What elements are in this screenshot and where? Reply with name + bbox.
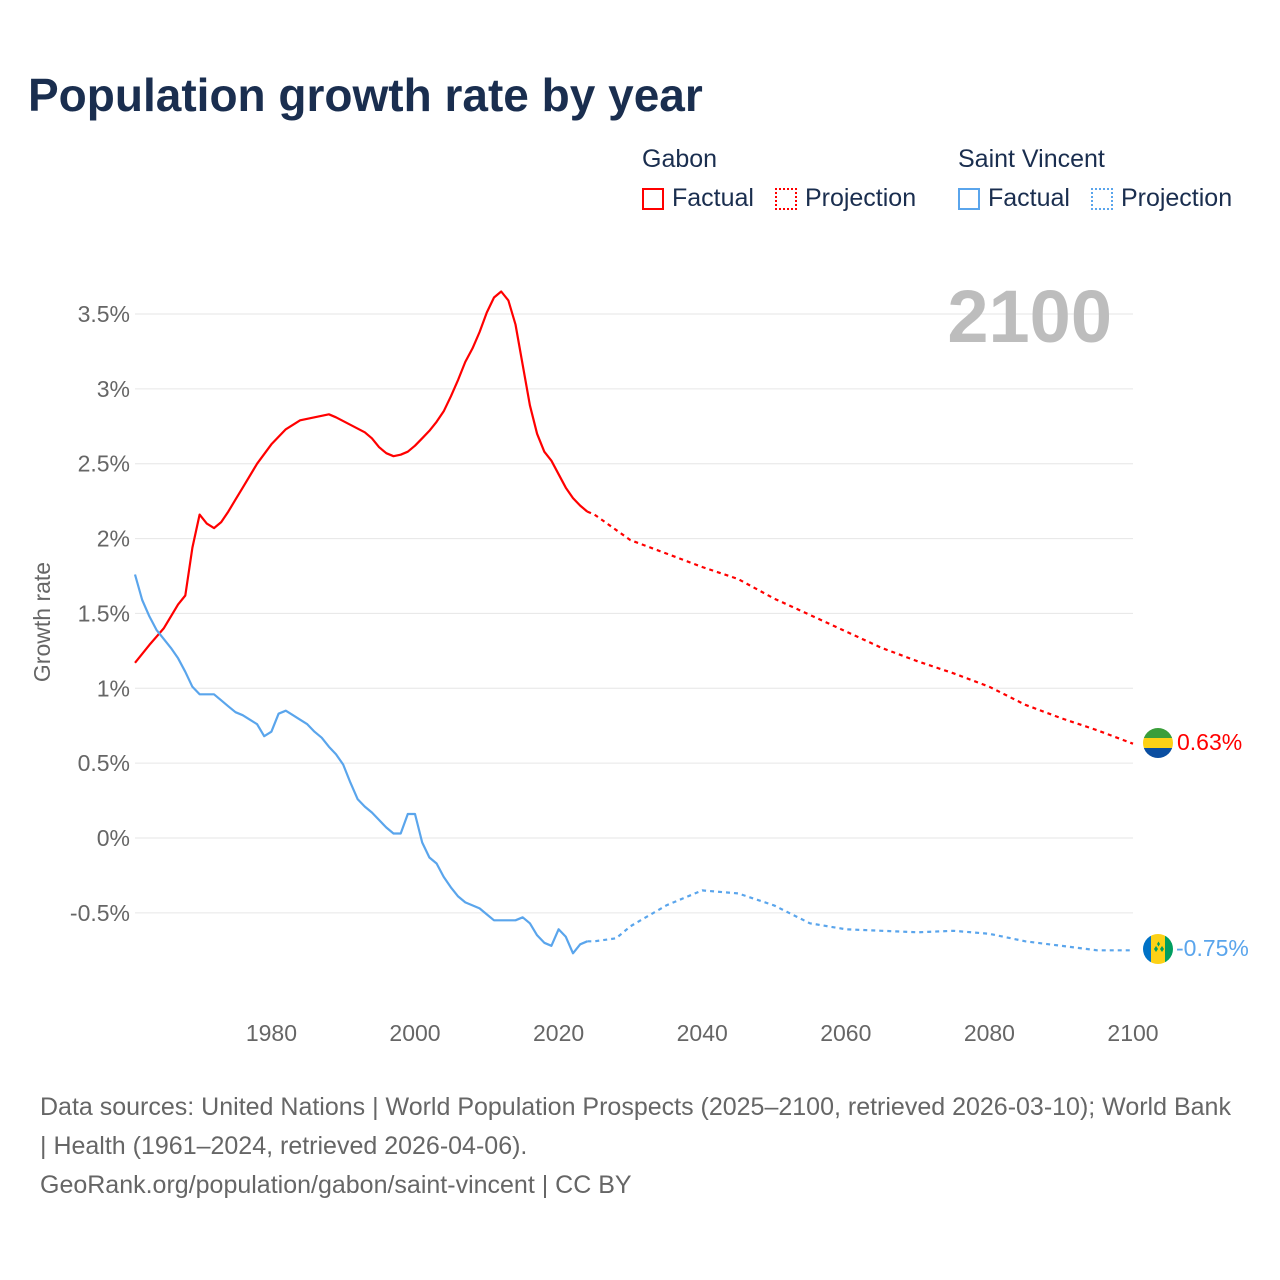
y-tick-label: 2.5%: [78, 451, 130, 477]
y-axis-label: Growth rate: [29, 562, 55, 682]
x-tick-label: 2060: [820, 1020, 871, 1046]
data-sources: Data sources: United Nations | World Pop…: [40, 1093, 1231, 1160]
x-tick-label: 1980: [246, 1020, 297, 1046]
x-tick-label: 2040: [677, 1020, 728, 1046]
legend-label: Projection: [1120, 184, 1233, 212]
legend-gabon: Gabon Factual Projection: [642, 145, 930, 217]
saint-vincent-end-label: -0.75%: [1176, 935, 1249, 961]
series-line-saint-vincent-factual: [133, 574, 588, 955]
y-tick-label: 3.5%: [78, 301, 130, 327]
legend-gabon-factual[interactable]: Factual: [642, 184, 754, 213]
legend-label: Factual: [988, 184, 1070, 212]
series-line-gabon-projection: [586, 510, 1134, 745]
legend-label: Projection: [804, 184, 917, 212]
y-tick-label: 2%: [97, 526, 130, 552]
y-tick-label: 3%: [97, 376, 130, 402]
series-line-saint-vincent-projection: [587, 889, 1133, 952]
chart-title: Population growth rate by year: [28, 69, 703, 121]
legend-swatch-dotted: [774, 187, 797, 210]
x-tick-label: 2000: [389, 1020, 440, 1046]
legend-swatch-solid: [642, 187, 664, 210]
y-tick-label: 1.5%: [78, 600, 130, 626]
gabon-end-label: 0.63%: [1177, 729, 1242, 755]
saint-vincent-flag-icon: [1143, 934, 1173, 964]
credit-link[interactable]: GeoRank.org/population/gabon/saint-vince…: [40, 1171, 632, 1199]
x-tick-label: 2080: [964, 1020, 1015, 1046]
footer: Data sources: United Nations | World Pop…: [40, 1088, 1240, 1205]
legend-swatch-solid: [958, 187, 980, 210]
legend-sv-projection[interactable]: Projection: [1090, 184, 1233, 213]
legend-sv-factual[interactable]: Factual: [958, 184, 1070, 213]
legend-group-name: Gabon: [642, 145, 718, 173]
y-tick-label: 0%: [97, 825, 130, 851]
legend-label: Factual: [672, 184, 754, 212]
legend-group-name: Saint Vincent: [958, 145, 1105, 173]
y-tick-label: 1%: [97, 675, 130, 701]
gabon-flag-icon: [1143, 728, 1173, 758]
y-tick-label: -0.5%: [70, 900, 130, 926]
x-tick-label: 2020: [533, 1020, 584, 1046]
year-watermark: 2100: [947, 275, 1112, 358]
y-tick-label: 0.5%: [78, 750, 130, 776]
legend-saint-vincent: Saint Vincent Factual Projection: [958, 145, 1246, 217]
x-tick-label: 2100: [1107, 1020, 1158, 1046]
legend-swatch-dotted: [1090, 187, 1113, 210]
legend-gabon-projection[interactable]: Projection: [774, 184, 917, 213]
series-line-gabon-factual: [134, 290, 589, 664]
